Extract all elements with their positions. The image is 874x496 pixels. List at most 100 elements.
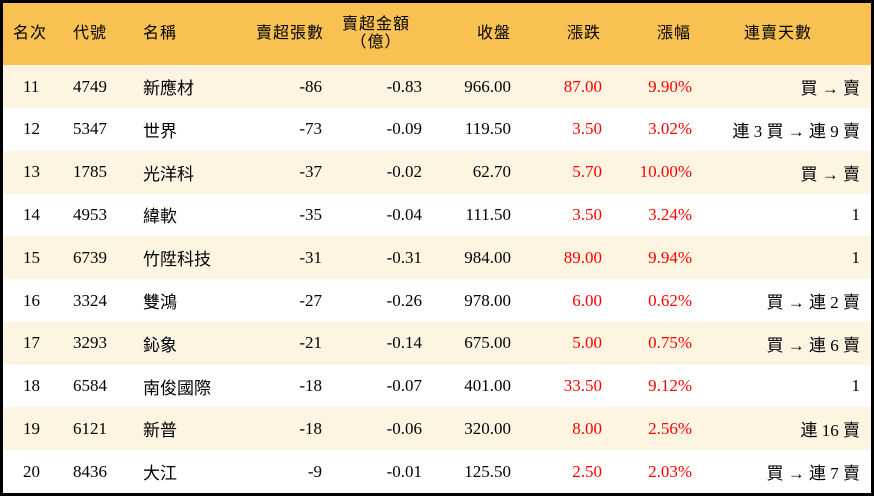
cell-sell-amount: -0.01 bbox=[386, 461, 422, 481]
cell-close: 984.00 bbox=[464, 247, 511, 267]
cell-consecutive-sell-days: 1 bbox=[851, 376, 861, 396]
cell-rank: 13 bbox=[23, 162, 40, 182]
cell-change: 2.50 bbox=[572, 461, 602, 481]
cell-code: 6121 bbox=[73, 418, 107, 438]
cell-change: 3.50 bbox=[572, 119, 602, 139]
header-label: 收盤 bbox=[476, 25, 511, 42]
cell-change: 5.00 bbox=[572, 333, 602, 353]
cell-rank: 17 bbox=[23, 333, 40, 353]
cell-code: 5347 bbox=[73, 119, 107, 139]
cell-sell-amount: -0.26 bbox=[386, 290, 422, 310]
cell-rank: 16 bbox=[23, 290, 40, 310]
cell-rank: 11 bbox=[23, 76, 40, 96]
cell-change: 33.50 bbox=[563, 376, 602, 396]
cell-consecutive-sell-days: 1 bbox=[851, 247, 861, 267]
cell-change: 5.70 bbox=[572, 162, 602, 182]
cell-rank: 19 bbox=[23, 418, 40, 438]
header-sell-amount: 賣超金額 （億） bbox=[333, 3, 419, 65]
cell-sell-amount: -0.06 bbox=[386, 418, 422, 438]
cell-rank: 14 bbox=[23, 204, 40, 224]
cell-name: 緯軟 bbox=[143, 207, 177, 227]
cell-change-pct: 0.62% bbox=[648, 290, 692, 310]
header-label: 名稱 bbox=[143, 25, 178, 42]
header-change-pct: 漲幅 bbox=[603, 3, 691, 65]
table-row: 11 4749 新應材 -86 -0.83 966.00 87.00 9.90% 買 → 賣 bbox=[3, 65, 871, 108]
cell-change-pct: 2.56% bbox=[648, 418, 692, 438]
cell-name: 雙鴻 bbox=[143, 293, 177, 312]
cell-name: 新普 bbox=[143, 421, 177, 441]
cell-name: 新應材 bbox=[143, 79, 194, 98]
header-label: 連賣天數 bbox=[743, 25, 812, 42]
cell-sell-amount: -0.02 bbox=[386, 162, 422, 182]
table-row: 16 3324 雙鴻 -27 -0.26 978.00 6.00 0.62% 買 → 連 2 賣 bbox=[3, 279, 871, 322]
cell-consecutive-sell-days: 買 → 連 2 賣 bbox=[766, 293, 861, 312]
header-code: 代號 bbox=[73, 3, 133, 65]
cell-consecutive-sell-days: 連 3 買 → 連 9 賣 bbox=[732, 121, 861, 141]
table-row: 17 3293 鈊象 -21 -0.14 675.00 5.00 0.75% 買 → 連 6 賣 bbox=[3, 321, 871, 365]
cell-change: 87.00 bbox=[563, 76, 602, 96]
cell-name: 光洋科 bbox=[143, 164, 194, 184]
table-row: 18 6584 南俊國際 -18 -0.07 401.00 33.50 9.12% 1 bbox=[3, 365, 871, 408]
cell-change-pct: 9.12% bbox=[648, 376, 692, 396]
header-sell-volume: 賣超張數 bbox=[233, 3, 324, 65]
cell-name: 南俊國際 bbox=[143, 378, 211, 398]
table-row: 14 4953 緯軟 -35 -0.04 111.50 3.50 3.24% 1 bbox=[3, 193, 871, 236]
cell-close: 111.50 bbox=[465, 204, 512, 224]
header-label: 漲跌 bbox=[566, 25, 601, 42]
cell-change-pct: 3.24% bbox=[648, 204, 692, 224]
cell-rank: 18 bbox=[23, 376, 40, 396]
cell-code: 1785 bbox=[73, 162, 107, 182]
cell-close: 675.00 bbox=[464, 333, 511, 353]
cell-code: 3293 bbox=[73, 333, 107, 353]
cell-consecutive-sell-days: 連 16 賣 bbox=[800, 421, 861, 441]
header-label: 賣超張數 bbox=[255, 25, 324, 42]
cell-code: 4749 bbox=[73, 76, 107, 96]
cell-sell-volume: -18 bbox=[299, 418, 322, 438]
table-header: 名次 代號 名稱 賣超張數 賣超金額 （億） 收盤 漲跌 漲幅 連賣天數 bbox=[3, 3, 871, 66]
cell-sell-volume: -21 bbox=[299, 333, 322, 353]
cell-consecutive-sell-days: 1 bbox=[851, 204, 861, 224]
cell-change: 3.50 bbox=[572, 204, 602, 224]
cell-close: 125.50 bbox=[464, 461, 511, 481]
cell-change-pct: 9.90% bbox=[648, 76, 692, 96]
cell-change: 8.00 bbox=[572, 418, 602, 438]
header-label: 漲幅 bbox=[656, 25, 691, 42]
cell-close: 119.50 bbox=[464, 119, 511, 139]
cell-close: 401.00 bbox=[464, 376, 511, 396]
table-row: 13 1785 光洋科 -37 -0.02 62.70 5.70 10.00% 買 → 賣 bbox=[3, 150, 871, 194]
cell-close: 978.00 bbox=[464, 290, 511, 310]
table-row: 20 8436 大江 -9 -0.01 125.50 2.50 2.03% 買 → 連 7 賣 bbox=[3, 450, 871, 493]
header-consecutive-sell-days: 連賣天數 bbox=[723, 3, 833, 65]
header-change: 漲跌 bbox=[513, 3, 601, 65]
cell-change-pct: 0.75% bbox=[648, 333, 692, 353]
cell-close: 320.00 bbox=[464, 418, 511, 438]
cell-close: 966.00 bbox=[464, 76, 511, 96]
cell-change-pct: 2.03% bbox=[648, 461, 692, 481]
cell-sell-amount: -0.04 bbox=[386, 204, 422, 224]
cell-change: 6.00 bbox=[572, 290, 602, 310]
cell-sell-volume: -86 bbox=[299, 76, 322, 96]
cell-name: 大江 bbox=[143, 464, 177, 484]
cell-change-pct: 10.00% bbox=[639, 162, 692, 182]
table-row: 15 6739 竹陞科技 -31 -0.31 984.00 89.00 9.94% 1 bbox=[3, 236, 871, 280]
cell-code: 3324 bbox=[73, 290, 107, 310]
cell-sell-amount: -0.07 bbox=[386, 376, 422, 396]
header-close: 收盤 bbox=[423, 3, 511, 65]
cell-sell-amount: -0.31 bbox=[386, 247, 422, 267]
cell-sell-amount: -0.14 bbox=[386, 333, 422, 353]
cell-name: 竹陞科技 bbox=[143, 250, 211, 270]
cell-consecutive-sell-days: 買 → 賣 bbox=[800, 164, 861, 184]
cell-rank: 12 bbox=[23, 119, 40, 139]
cell-close: 62.70 bbox=[472, 162, 511, 182]
header-label: 名次 bbox=[13, 25, 48, 42]
table-row: 12 5347 世界 -73 -0.09 119.50 3.50 3.02% 連 3 買 → 連… bbox=[3, 108, 871, 151]
cell-code: 6739 bbox=[73, 247, 107, 267]
cell-rank: 15 bbox=[23, 247, 40, 267]
cell-sell-volume: -27 bbox=[299, 290, 322, 310]
cell-sell-amount: -0.09 bbox=[386, 119, 422, 139]
cell-code: 6584 bbox=[73, 376, 107, 396]
header-label: 代號 bbox=[73, 25, 108, 42]
table-row: 19 6121 新普 -18 -0.06 320.00 8.00 2.56% 連 16 賣 bbox=[3, 407, 871, 451]
cell-sell-volume: -37 bbox=[299, 162, 322, 182]
